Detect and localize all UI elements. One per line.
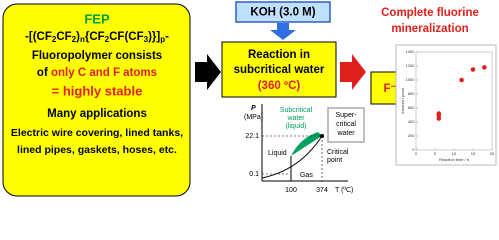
- fep-text: FEP -[(CF2CF2)n{CF2CF(CF3)}]p- Fluoropol…: [11, 11, 183, 155]
- line: Fluoropolymer consists: [32, 50, 162, 62]
- x-axis-label: Reaction time / h: [439, 157, 469, 162]
- super-box: [327, 107, 365, 143]
- t: (liquid): [285, 123, 306, 130]
- x-tick-label: 15: [471, 151, 476, 156]
- y-tick-label: 0: [412, 147, 415, 152]
- f: {CF: [85, 31, 105, 43]
- x-tick-label: 0: [415, 151, 418, 156]
- curve: [261, 135, 323, 179]
- t: Liquid: [268, 150, 287, 157]
- y-tick-label: 1400: [406, 49, 416, 54]
- fep-box: [2, 3, 191, 197]
- f: -: [165, 31, 169, 43]
- line: of only C and F atoms: [37, 67, 157, 79]
- line: Many applications: [47, 108, 147, 120]
- t: critical: [336, 121, 356, 128]
- tick: 100: [285, 187, 297, 194]
- t: water: [336, 130, 355, 137]
- koh-box: [235, 1, 331, 23]
- f: 3: [144, 35, 149, 44]
- label: P: [251, 105, 256, 112]
- x-tick-label: 5: [434, 151, 437, 156]
- line: Reaction in: [248, 49, 310, 61]
- label: (MPa): [244, 114, 263, 121]
- y-axis-label: Amount / μmol: [400, 88, 405, 114]
- reaction-box: [221, 41, 337, 98]
- liquid-region: [291, 132, 322, 156]
- y-tick-label: 600: [408, 105, 415, 110]
- sub-label: Subcritical water (liquid): [280, 107, 313, 130]
- result-title: mineralization: [391, 23, 468, 35]
- y-tick-label: 200: [408, 133, 415, 138]
- x-tick-label: 10: [452, 151, 457, 156]
- arrow: [195, 54, 221, 90]
- point: [436, 116, 442, 121]
- label: T (ºC): [335, 187, 353, 194]
- critical-point: [320, 134, 324, 138]
- reaction-text: Reaction in subcritical water (360 ºC): [234, 49, 325, 92]
- line: = highly stable: [52, 83, 143, 98]
- chart: 0 200 400 600 800 1000 1200 1400 0 5 10 15 20 Reactio…: [400, 49, 495, 162]
- chart-frame: [395, 44, 497, 166]
- line: Electric wire covering, lined tanks,: [11, 127, 183, 139]
- x-tick-label: 20: [490, 151, 495, 156]
- t: Gas: [300, 172, 313, 179]
- y-tick-label: 800: [408, 91, 415, 96]
- phase-diagram: P (MPa) 22.1 0.1 100 374 T (ºC) Subcriti…: [244, 104, 365, 194]
- tick: 374: [316, 187, 328, 194]
- arrow: [270, 23, 296, 40]
- tick: 22.1: [245, 133, 259, 140]
- f: 2: [72, 35, 77, 44]
- t: Critical: [327, 149, 349, 156]
- t: Subcritical: [280, 107, 313, 114]
- t: point: [327, 157, 342, 164]
- t: water: [286, 115, 305, 122]
- point: [436, 111, 442, 116]
- tick: 0.1: [249, 171, 259, 178]
- t: only C and F atoms: [51, 67, 157, 79]
- f: 2: [52, 35, 57, 44]
- t: Super-: [335, 112, 357, 119]
- super-label: Super- critical water: [335, 112, 357, 137]
- f: )}]: [148, 31, 160, 43]
- y-tick-label: 400: [408, 119, 415, 124]
- f: -[(CF: [25, 31, 52, 43]
- ion: F⁻: [383, 83, 396, 95]
- formula: -[(CF2CF2)n{CF2CF(CF3)}]p-: [25, 31, 169, 44]
- line: lined pipes, gaskets, hoses, etc.: [17, 144, 177, 156]
- arrow: [340, 54, 366, 90]
- koh: KOH (3.0 M): [250, 7, 315, 19]
- graphical-abstract: FEP -[(CF2CF2)n{CF2CF(CF3)}]p- Fluoropol…: [2, 1, 497, 197]
- line: (360 ºC): [258, 80, 301, 92]
- point: [482, 65, 487, 70]
- point: [459, 77, 464, 83]
- f: CF(CF: [109, 31, 144, 43]
- f: n: [80, 35, 85, 44]
- point: [470, 67, 476, 72]
- y-tick-label: 1200: [406, 63, 416, 68]
- line: subcritical water: [234, 64, 325, 76]
- fep-title: FEP: [84, 11, 110, 26]
- t: of: [37, 67, 51, 79]
- result-title: Complete fluorine: [381, 7, 479, 19]
- f: ): [76, 31, 80, 43]
- f: 2: [105, 35, 110, 44]
- f: CF: [56, 31, 71, 43]
- f: p: [160, 35, 165, 44]
- y-tick-label: 1000: [406, 77, 416, 82]
